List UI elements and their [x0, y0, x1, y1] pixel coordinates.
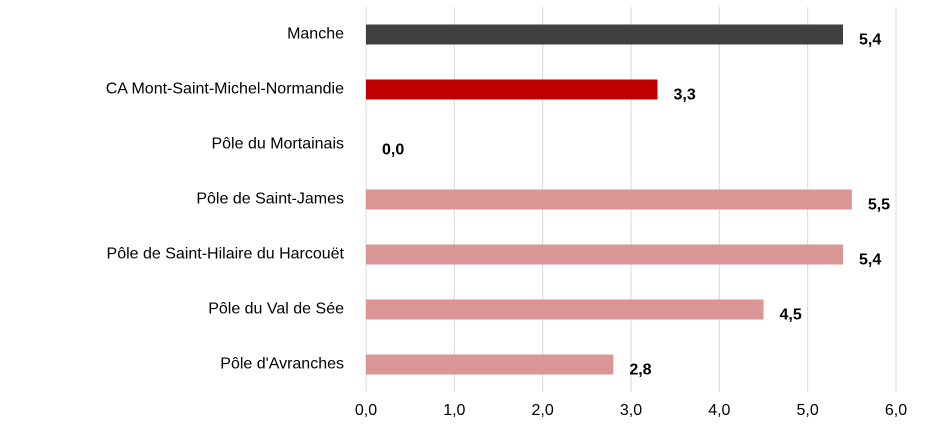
- bar: [366, 299, 764, 320]
- x-tick-label: 1,0: [443, 402, 465, 419]
- y-tick-label: Manche: [287, 26, 344, 43]
- y-tick-label: CA Mont-Saint-Michel-Normandie: [106, 81, 344, 98]
- y-tick-label: Pôle du Mortainais: [211, 136, 344, 153]
- value-label: 4,5: [780, 307, 802, 324]
- y-tick-label: Pôle de Saint-Hilaire du Harcouët: [107, 246, 345, 263]
- y-tick-label: Pôle d'Avranches: [220, 356, 344, 373]
- bar: [366, 189, 852, 210]
- x-tick-label: 0,0: [355, 402, 377, 419]
- value-label: 5,4: [859, 32, 881, 49]
- y-tick-label: Pôle de Saint-James: [196, 191, 344, 208]
- bar: [366, 244, 843, 265]
- x-tick-label: 3,0: [620, 402, 642, 419]
- value-label: 5,4: [859, 252, 881, 269]
- y-tick-label: Pôle du Val de Sée: [208, 301, 344, 318]
- x-tick-label: 2,0: [532, 402, 554, 419]
- value-label: 0,0: [382, 142, 404, 159]
- value-label: 3,3: [674, 87, 696, 104]
- x-tick-label: 4,0: [708, 402, 730, 419]
- x-tick-label: 6,0: [885, 402, 907, 419]
- bar: [366, 24, 843, 45]
- value-label: 2,8: [629, 362, 651, 379]
- value-label: 5,5: [868, 197, 890, 214]
- bar: [366, 354, 614, 375]
- x-tick-label: 5,0: [797, 402, 819, 419]
- bar: [366, 79, 658, 100]
